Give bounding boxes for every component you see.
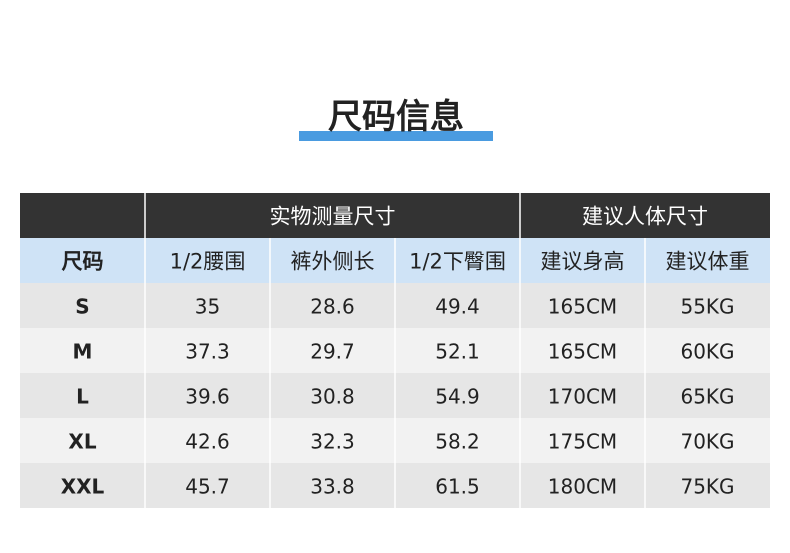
table-cell: 170CM [548,385,617,409]
table-cell: 58.2 [435,430,480,454]
table-cell: 30.8 [310,385,355,409]
table-cell: 54.9 [435,385,480,409]
table-cell: 55KG [680,295,734,319]
size-label: S [75,295,89,319]
size-label: L [76,385,89,409]
size-label: XL [68,430,96,454]
table-cell: 28.6 [310,295,355,319]
group-header: 建议人体尺寸 [582,205,708,229]
size-label: M [73,340,93,364]
table-cell: 49.4 [435,295,480,319]
table-cell: 39.6 [185,385,230,409]
column-header: 建议身高 [541,250,625,274]
table-cell: 70KG [680,430,734,454]
table-cell: 60KG [680,340,734,364]
table-cell: 175CM [548,430,617,454]
size-label: XXL [61,475,105,499]
column-header: 1/2腰围 [170,250,246,274]
group-header: 实物测量尺寸 [270,205,396,229]
table-cell: 29.7 [310,340,355,364]
page-title: 尺码信息 [328,97,464,137]
column-header: 尺码 [62,250,104,274]
table-cell: 42.6 [185,430,230,454]
title-underline [299,131,493,141]
table-cell: 52.1 [435,340,480,364]
table-cell: 37.3 [185,340,230,364]
column-header: 1/2下臀围 [409,250,506,274]
table-cell: 165CM [548,295,617,319]
table-cell: 35 [195,295,220,319]
column-header: 裤外侧长 [291,250,375,274]
column-header: 建议体重 [666,250,750,274]
table-cell: 180CM [548,475,617,499]
table-cell: 33.8 [310,475,355,499]
table-cell: 45.7 [185,475,230,499]
table-cell: 61.5 [435,475,480,499]
table-cell: 65KG [680,385,734,409]
table-cell: 165CM [548,340,617,364]
table-cell: 32.3 [310,430,355,454]
table-cell: 75KG [680,475,734,499]
